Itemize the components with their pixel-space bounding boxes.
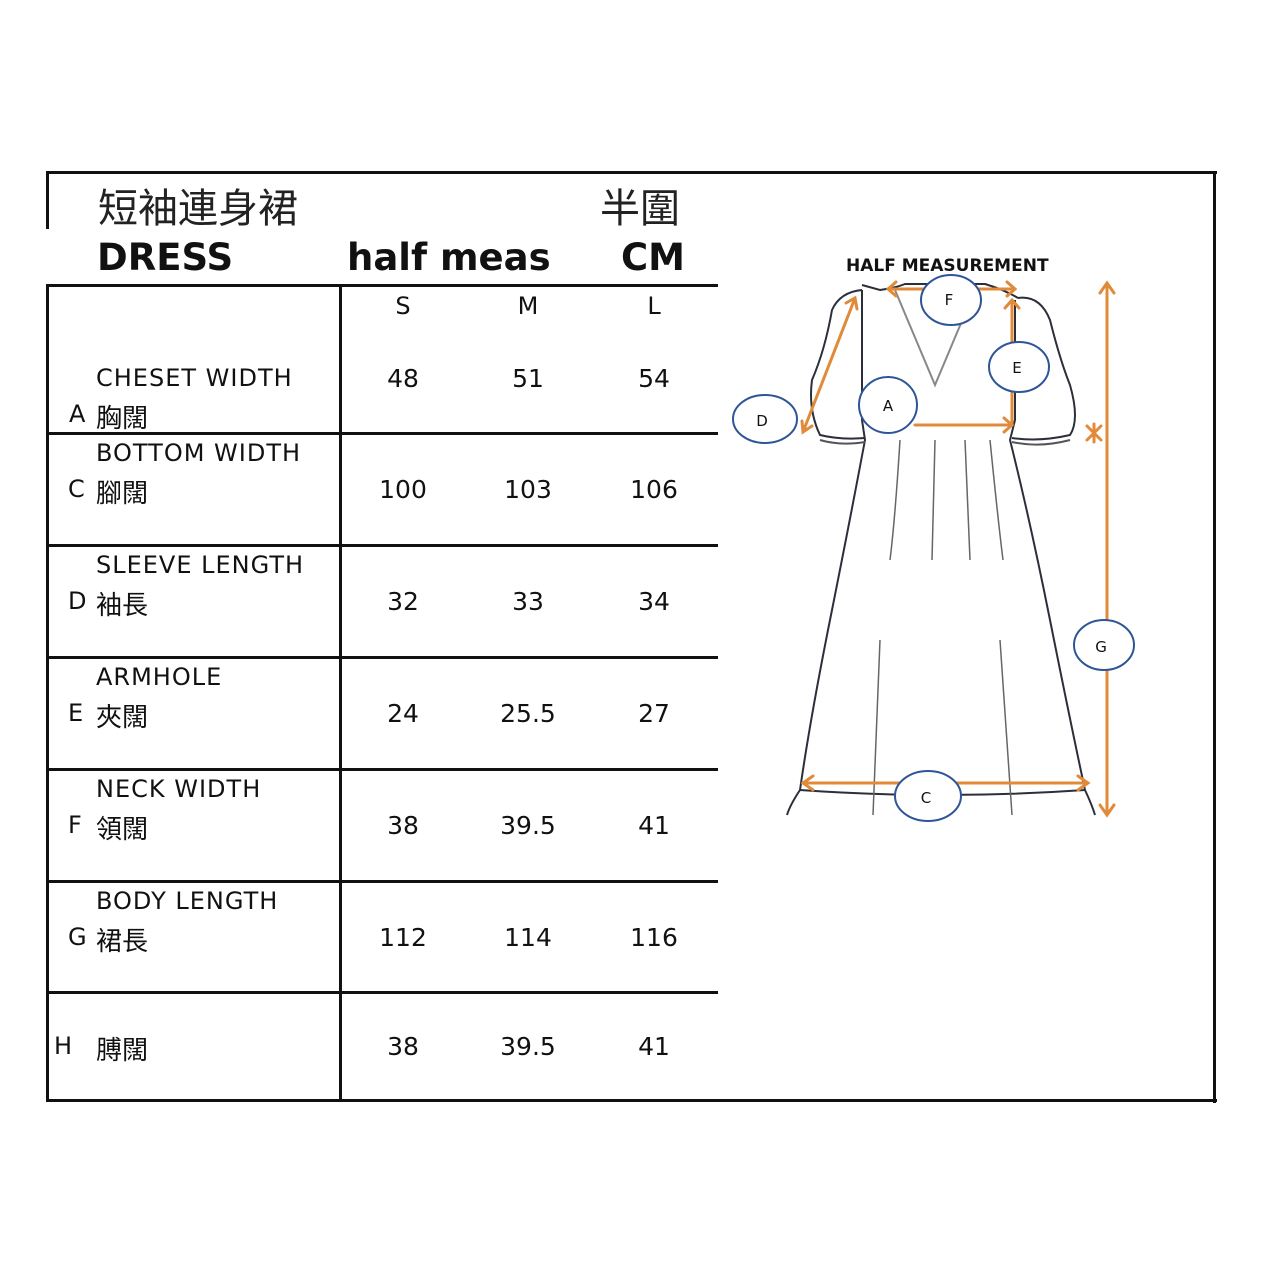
cell-value-l: 41 [638, 1032, 670, 1061]
cell-value-s: 38 [387, 811, 419, 840]
row-letter: D [68, 587, 87, 615]
row-letter: A [69, 400, 86, 428]
cell-value-m: 39.5 [500, 811, 556, 840]
arrow-d [800, 295, 859, 435]
size-l: L [647, 292, 661, 320]
row-label: CHESET WIDTH [96, 364, 293, 392]
marker-c [894, 770, 962, 822]
cell-value-s: 112 [379, 923, 427, 952]
title-en: DRESS [97, 236, 234, 279]
marker-a [858, 376, 918, 434]
frame-bottom [46, 1099, 1217, 1102]
marker-label-d: D [756, 412, 768, 430]
marker-f [920, 274, 982, 326]
size-m: M [517, 292, 539, 320]
row-label: SLEEVE LENGTH [96, 551, 305, 579]
frame-top [46, 171, 1217, 174]
marker-label-a: A [883, 397, 894, 415]
marker-label-c: C [921, 789, 931, 807]
title-cn: 短袖連身裙 [98, 186, 298, 232]
cell-value-m: 33 [512, 587, 544, 616]
asterisk-mark [1085, 422, 1103, 444]
cell-value-m: 39.5 [500, 1032, 556, 1061]
row-label-cn: 腳闊 [96, 479, 149, 509]
dress-diagram: F E A D G C [732, 274, 1135, 822]
cell-value-m: 25.5 [500, 699, 556, 728]
cell-value-s: 48 [387, 364, 419, 393]
row-label-cn: 夾闊 [96, 703, 149, 733]
cell-value-m: 103 [504, 475, 552, 504]
marker-label-f: F [945, 291, 954, 309]
row-letter: E [68, 699, 84, 727]
row-divider [46, 432, 718, 435]
cell-value-m: 114 [504, 923, 552, 952]
cell-value-s: 32 [387, 587, 419, 616]
frame-left [46, 285, 49, 1102]
measurement-arrows [800, 280, 1116, 818]
row-label-cn: 袖長 [96, 591, 149, 621]
cell-value-s: 24 [387, 699, 419, 728]
row-divider [46, 656, 718, 659]
cell-value-l: 106 [630, 475, 678, 504]
arrow-g [1098, 280, 1116, 818]
row-divider [46, 880, 718, 883]
marker-e [988, 341, 1050, 393]
row-label: ARMHOLE [96, 663, 223, 691]
row-label: BOTTOM WIDTH [96, 439, 302, 467]
row-letter: C [68, 475, 85, 503]
marker-label-e: E [1012, 359, 1021, 377]
row-label-cn: 膊闊 [96, 1036, 149, 1066]
frame-left-top [46, 171, 49, 229]
marker-g [1073, 619, 1135, 671]
cell-value-l: 41 [638, 811, 670, 840]
row-letter: G [68, 923, 87, 951]
row-divider [46, 768, 718, 771]
row-label-cn: 胸闊 [96, 404, 149, 434]
row-divider [46, 991, 718, 994]
marker-label-g: G [1095, 638, 1107, 656]
measurement-markers [732, 274, 1135, 822]
half-meas: half meas [347, 236, 551, 279]
row-label-cn: 裙長 [96, 927, 149, 957]
row-letter: F [68, 811, 82, 839]
row-label-cn: 領闊 [96, 815, 149, 845]
row-letter: H [54, 1032, 73, 1060]
marker-labels: F E A D G C [756, 291, 1107, 807]
row-label: BODY LENGTH [96, 887, 279, 915]
cell-value-l: 54 [638, 364, 670, 393]
column-divider [339, 285, 342, 1102]
cell-value-m: 51 [512, 364, 544, 393]
marker-d [732, 394, 798, 444]
cell-value-s: 38 [387, 1032, 419, 1061]
size-s: S [395, 292, 411, 320]
frame-right [1213, 171, 1216, 1103]
arrow-a [913, 416, 1015, 434]
cell-value-s: 100 [379, 475, 427, 504]
cell-value-l: 116 [630, 923, 678, 952]
row-divider [46, 284, 718, 287]
half-cn: 半圍 [600, 186, 680, 232]
cell-value-l: 34 [638, 587, 670, 616]
cell-value-l: 27 [638, 699, 670, 728]
row-label: NECK WIDTH [96, 775, 262, 803]
unit: CM [621, 236, 685, 279]
diagram-title: HALF MEASUREMENT [846, 256, 1049, 276]
row-divider [46, 544, 718, 547]
